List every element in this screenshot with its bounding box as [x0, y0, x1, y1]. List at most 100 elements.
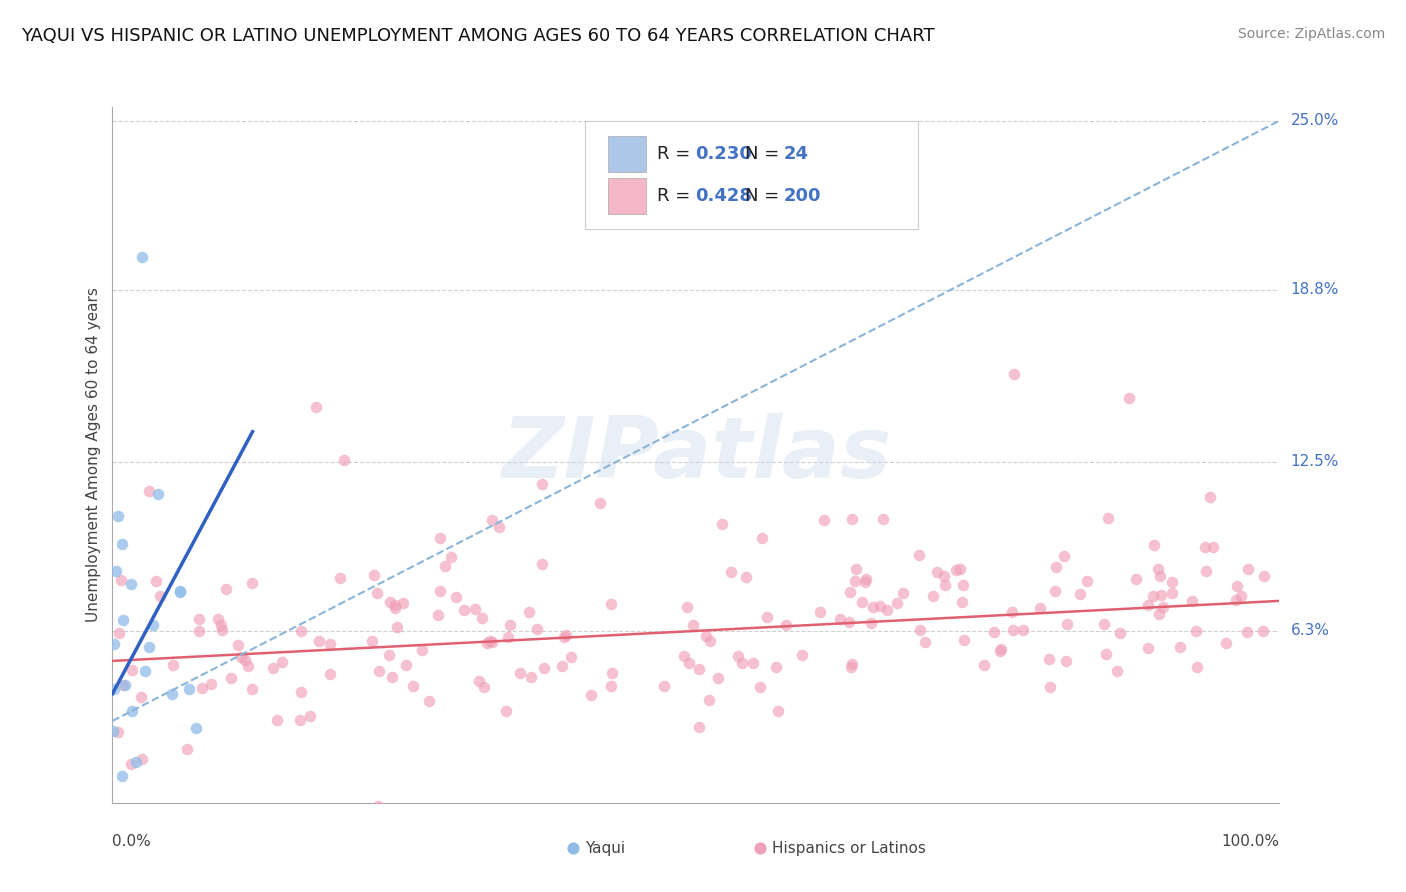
Text: Yaqui: Yaqui — [585, 840, 626, 855]
Point — [472, 681, 495, 695]
Point — [114, 678, 136, 692]
Point — [191, 681, 214, 696]
Text: 6.3%: 6.3% — [1291, 624, 1330, 639]
Point — [872, 511, 894, 525]
Point — [453, 603, 475, 617]
Point — [1029, 601, 1052, 615]
Point — [240, 681, 263, 696]
Point — [366, 586, 388, 600]
Point — [395, 657, 418, 672]
Point — [711, 517, 734, 532]
Point — [136, 850, 159, 864]
Point — [129, 690, 152, 705]
Point — [707, 671, 730, 685]
Point — [749, 680, 772, 694]
Point — [134, 664, 156, 678]
Point — [1136, 641, 1159, 656]
Point — [426, 608, 449, 623]
Point — [509, 666, 531, 681]
Point — [731, 657, 754, 671]
Point — [581, 688, 603, 702]
Point — [741, 657, 763, 671]
Point — [1125, 572, 1147, 586]
Point — [1039, 681, 1062, 695]
Point — [1237, 561, 1260, 575]
Text: 24: 24 — [783, 145, 808, 163]
Point — [105, 797, 128, 812]
Point — [1094, 647, 1116, 661]
Point — [305, 400, 328, 414]
Point — [475, 636, 498, 650]
Point — [1056, 617, 1078, 632]
Text: 0.428: 0.428 — [695, 187, 752, 205]
Point — [1253, 569, 1275, 583]
Point — [103, 681, 125, 696]
Point — [891, 586, 914, 600]
Point — [841, 657, 863, 671]
Point — [107, 724, 129, 739]
Point — [1226, 579, 1249, 593]
Point — [496, 630, 519, 644]
Point — [233, 653, 256, 667]
Point — [120, 757, 142, 772]
Point — [1160, 574, 1182, 589]
Point — [103, 637, 125, 651]
Point — [429, 583, 451, 598]
Point — [169, 585, 191, 599]
Point — [219, 671, 242, 685]
Text: 18.8%: 18.8% — [1291, 283, 1339, 297]
Point — [125, 755, 148, 769]
Point — [381, 670, 404, 684]
Point — [262, 661, 284, 675]
Point — [367, 799, 389, 814]
Point — [1199, 490, 1222, 504]
Point — [775, 618, 797, 632]
Point — [1202, 540, 1225, 554]
Point — [949, 562, 972, 576]
Point — [329, 571, 352, 585]
Point — [146, 487, 169, 501]
Point — [392, 596, 415, 610]
Point — [553, 630, 575, 644]
Point — [439, 549, 461, 564]
Point — [530, 476, 553, 491]
Point — [478, 634, 501, 648]
Point — [695, 629, 717, 643]
Point — [1002, 368, 1025, 382]
Point — [862, 599, 884, 614]
Point — [945, 564, 967, 578]
Point — [1105, 664, 1128, 678]
Point — [169, 583, 191, 598]
Point — [517, 605, 540, 619]
Text: R =: R = — [658, 145, 696, 163]
Point — [120, 577, 142, 591]
Text: Source: ZipAtlas.com: Source: ZipAtlas.com — [1237, 27, 1385, 41]
Point — [652, 679, 675, 693]
Point — [869, 599, 891, 613]
Point — [112, 678, 135, 692]
Point — [429, 531, 451, 545]
Point — [110, 574, 132, 588]
Point — [841, 511, 863, 525]
Point — [319, 637, 342, 651]
Point — [1225, 592, 1247, 607]
Text: R =: R = — [658, 187, 696, 205]
Text: Hispanics or Latinos: Hispanics or Latinos — [772, 840, 925, 855]
Point — [228, 638, 250, 652]
Point — [688, 662, 710, 676]
Point — [200, 676, 222, 690]
Point — [720, 566, 742, 580]
Point — [118, 809, 141, 823]
Point — [1097, 510, 1119, 524]
Point — [288, 714, 311, 728]
Text: 200: 200 — [783, 187, 821, 205]
Point — [751, 531, 773, 545]
Point — [209, 617, 232, 632]
Point — [411, 643, 433, 657]
Point — [813, 512, 835, 526]
Point — [520, 670, 543, 684]
Point — [236, 658, 259, 673]
Point — [1215, 636, 1237, 650]
Point — [266, 713, 288, 727]
Point — [588, 496, 610, 510]
